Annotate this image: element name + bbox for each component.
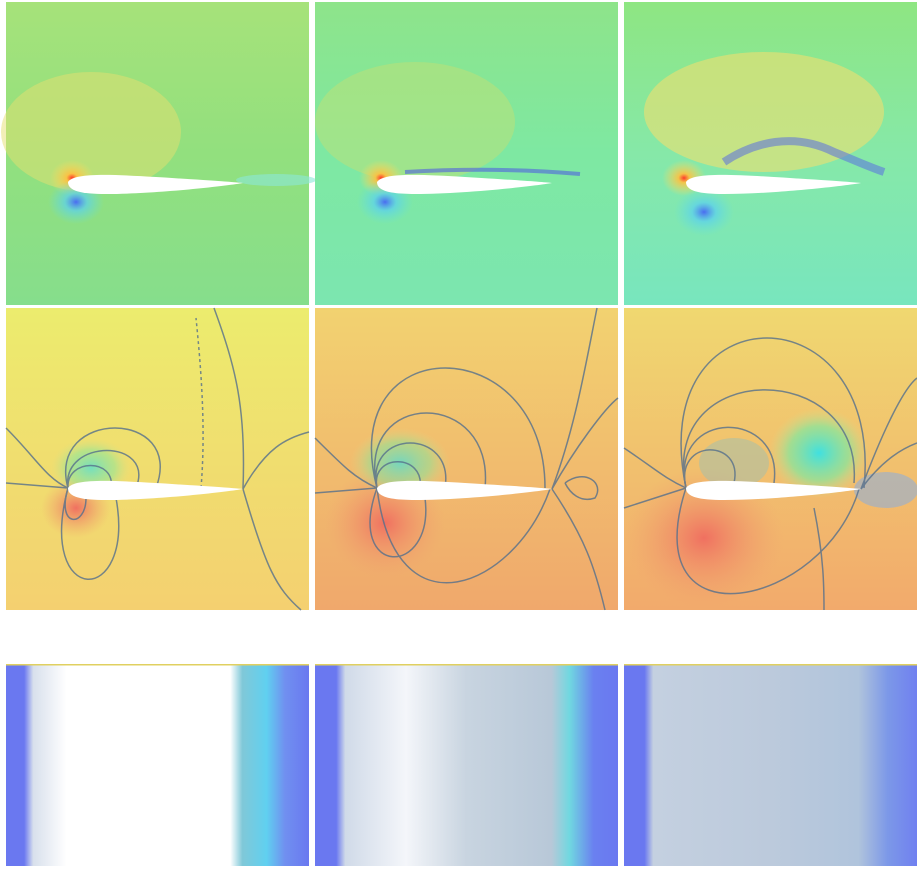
panel	[624, 2, 917, 305]
panel	[6, 664, 309, 866]
panel	[315, 308, 618, 610]
panel	[1, 2, 316, 305]
panel	[624, 308, 917, 610]
figure	[0, 0, 917, 867]
panel	[6, 308, 309, 610]
panel	[624, 664, 917, 866]
page	[0, 0, 917, 867]
panel	[315, 664, 618, 866]
panel	[315, 2, 618, 305]
